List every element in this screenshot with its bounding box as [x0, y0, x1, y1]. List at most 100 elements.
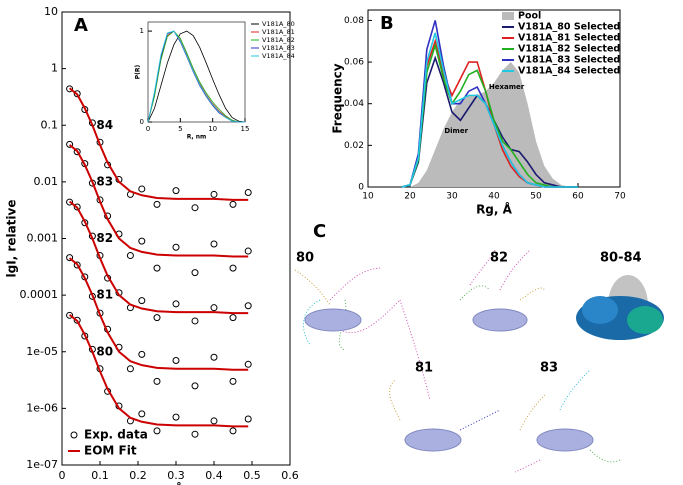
structure-label: 80	[296, 251, 314, 266]
y-tick-label: 1e-07	[26, 458, 58, 471]
x-tick-label: 40	[488, 192, 500, 202]
data-point	[73, 90, 81, 98]
structure-80	[294, 267, 401, 351]
x-tick-label: 50	[530, 192, 542, 202]
data-point	[73, 261, 81, 269]
data-point	[126, 365, 134, 373]
x-tick-label: 15	[241, 125, 250, 133]
y-tick-label: 0	[358, 183, 364, 193]
series-line	[147, 30, 245, 123]
data-point	[244, 415, 252, 423]
curve-label: 83	[96, 174, 113, 188]
legend-label: V181A_82 Selected	[518, 44, 620, 55]
data-point	[172, 243, 180, 251]
annotation: Dimer	[444, 127, 468, 135]
fit-line	[68, 87, 249, 201]
data-point	[229, 377, 237, 385]
x-axis-title: q, Å⁻¹	[157, 482, 195, 485]
data-point	[244, 188, 252, 196]
y-tick-label: 0.1	[41, 118, 59, 131]
x-tick-label: 5	[178, 125, 182, 133]
legend-label: V181A_80	[262, 20, 295, 28]
data-point	[73, 203, 81, 211]
curve-label: 80	[96, 344, 113, 358]
data-point	[153, 377, 161, 385]
series-line	[147, 30, 246, 123]
x-tick-label: 0.3	[167, 469, 185, 482]
x-tick-label: 60	[572, 192, 584, 202]
y-tick-label: 0.01	[34, 175, 59, 188]
x-tick-label: 10	[208, 125, 217, 133]
data-point	[66, 85, 74, 93]
legend-swatch	[502, 12, 514, 20]
data-point	[210, 417, 218, 425]
data-point	[153, 427, 161, 435]
data-point	[172, 357, 180, 365]
y-tick-label: 0.02	[344, 141, 364, 151]
data-point	[138, 237, 146, 245]
y-axis-title: Frequency	[331, 63, 345, 133]
data-point	[191, 430, 199, 438]
x-tick-label: 10	[362, 192, 374, 202]
x-tick-label: 30	[446, 192, 458, 202]
y-tick-label: 0.06	[344, 58, 364, 68]
y-tick-label: 0	[140, 118, 144, 126]
annotation: Hexamer	[489, 83, 525, 91]
y-tick-label: 1e-05	[26, 345, 58, 358]
panel-c-art	[294, 249, 664, 473]
data-point	[191, 204, 199, 212]
data-point	[172, 413, 180, 421]
x-tick-label: 0.5	[243, 469, 261, 482]
y-axis-title: lgI, relative	[5, 200, 19, 278]
y-tick-label: 0.001	[27, 232, 59, 245]
panel-label: B	[380, 13, 394, 34]
x-tick-label: 0.6	[281, 469, 299, 482]
x-tick-label: 20	[404, 192, 416, 202]
legend-label: V181A_81 Selected	[518, 33, 620, 44]
y-tick-label: 10	[44, 5, 58, 18]
data-point	[153, 264, 161, 272]
x-tick-label: 0.1	[91, 469, 109, 482]
data-point	[244, 247, 252, 255]
y-tick-label: 1	[140, 27, 144, 35]
data-point	[73, 148, 81, 156]
data-point	[138, 350, 146, 358]
x-tick-label: 0.2	[129, 469, 147, 482]
data-point	[229, 314, 237, 322]
area	[401, 62, 578, 187]
panel-label: A	[74, 15, 88, 36]
data-point	[138, 410, 146, 418]
data-point	[66, 140, 74, 148]
curve-label: 84	[96, 118, 113, 132]
data-point	[138, 185, 146, 193]
data-point	[191, 382, 199, 390]
data-point	[153, 200, 161, 208]
legend-label: V181A_84	[262, 52, 295, 60]
curve-label: 82	[96, 231, 113, 245]
structure-80-84	[576, 275, 664, 340]
data-point	[73, 316, 81, 324]
y-tick-label: 0.0001	[20, 288, 59, 301]
data-point	[210, 304, 218, 312]
legend-label: EOM Fit	[84, 444, 137, 458]
y-tick-label: 1	[51, 62, 58, 75]
fit-line	[68, 313, 249, 428]
series-line	[401, 42, 578, 188]
chart-2: 10 20 30 40 50 60 70 0 0.02 0.04 0.06 0.08 Rg, Å Freq…	[331, 9, 626, 217]
data-point	[153, 314, 161, 322]
legend-label: V181A_81	[262, 28, 295, 36]
data-point	[126, 252, 134, 260]
structure-label: 81	[415, 361, 433, 376]
data-point	[191, 317, 199, 325]
structure-81	[389, 299, 501, 452]
structure-82	[459, 249, 546, 332]
data-point	[66, 254, 74, 262]
y-tick-label: 0.04	[344, 99, 364, 109]
plot-frame	[147, 21, 246, 123]
structure-label: 80-84	[600, 251, 642, 266]
data-point	[66, 198, 74, 206]
data-point	[210, 190, 218, 198]
legend-label: Pool	[518, 11, 541, 22]
series-line	[147, 30, 245, 123]
